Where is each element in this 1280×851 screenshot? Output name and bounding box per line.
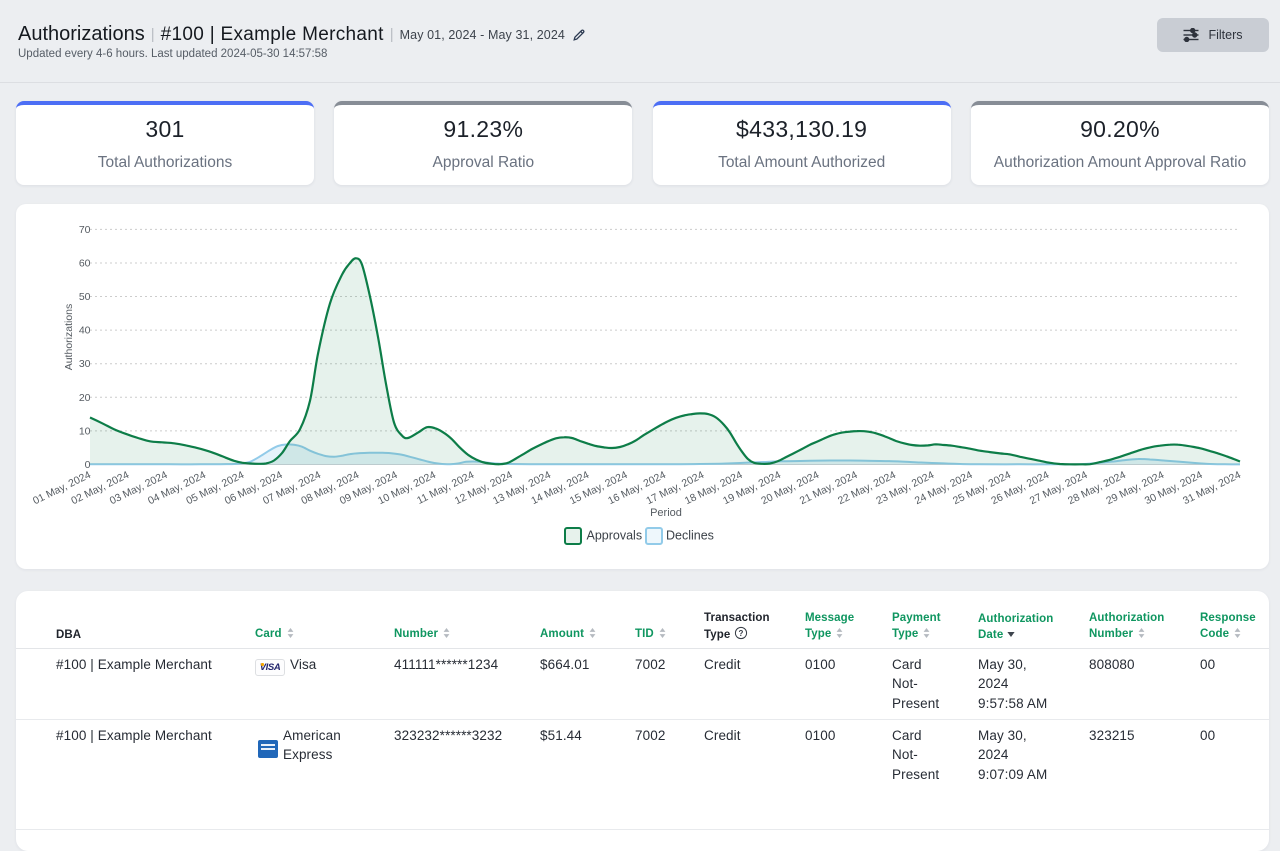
svg-text:Authorizations: Authorizations <box>63 304 75 371</box>
svg-text:30: 30 <box>79 358 91 370</box>
svg-text:70: 70 <box>79 224 91 236</box>
svg-text:10: 10 <box>79 425 91 437</box>
svg-text:Period: Period <box>650 507 682 519</box>
svg-text:Approvals: Approvals <box>587 529 643 543</box>
svg-text:Declines: Declines <box>666 529 714 543</box>
svg-text:50: 50 <box>79 291 91 303</box>
svg-text:?: ? <box>738 629 743 638</box>
svg-text:40: 40 <box>79 325 91 337</box>
svg-text:20: 20 <box>79 392 91 404</box>
svg-text:0: 0 <box>85 459 91 471</box>
svg-text:60: 60 <box>79 258 91 270</box>
